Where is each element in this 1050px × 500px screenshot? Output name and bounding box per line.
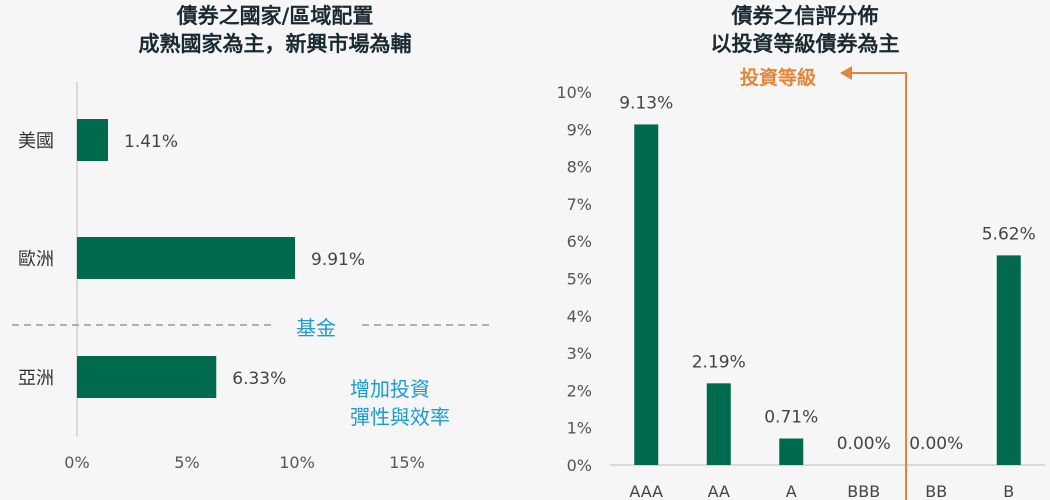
- x-tick-label: 10%: [279, 453, 315, 472]
- investment-grade-label: 投資等級: [740, 67, 817, 89]
- x-tick-label: A: [786, 482, 797, 500]
- category-label: 美國: [18, 131, 54, 152]
- category-label: 歐洲: [18, 249, 54, 270]
- bar-美國: [77, 119, 109, 161]
- left-chart-title: 債券之國家/區域配置 成熟國家為主，新興市場為輔: [30, 2, 520, 58]
- y-tick-label: 8%: [567, 158, 592, 177]
- bar-AA: [706, 383, 731, 465]
- bar-A: [779, 438, 804, 465]
- data-label: 6.33%: [232, 369, 286, 389]
- x-tick-label: 5%: [174, 453, 199, 472]
- data-label: 9.13%: [619, 93, 673, 113]
- data-label: 9.91%: [311, 250, 365, 270]
- data-label: 0.00%: [909, 434, 963, 454]
- right-chart-title-line2: 以投資等級債券為主: [710, 32, 900, 56]
- y-tick-label: 9%: [567, 120, 592, 139]
- data-label: 5.62%: [982, 224, 1036, 244]
- data-label: 0.71%: [764, 408, 818, 428]
- right-chart-title: 債券之信評分佈 以投資等級債券為主: [560, 2, 1050, 58]
- x-tick-label: AA: [708, 482, 730, 500]
- left-chart-title-line2: 成熟國家為主，新興市場為輔: [138, 32, 412, 56]
- x-tick-label: AAA: [629, 482, 663, 500]
- data-label: 2.19%: [692, 352, 746, 372]
- x-tick-label: B: [1003, 482, 1014, 500]
- x-tick-label: 15%: [389, 453, 425, 472]
- fund-label: 基金: [296, 316, 336, 340]
- y-tick-label: 7%: [567, 195, 592, 214]
- investment-grade-divider: [852, 72, 907, 500]
- right-chart-title-line1: 債券之信評分佈: [731, 4, 879, 28]
- y-tick-label: 10%: [556, 83, 592, 102]
- data-label: 1.41%: [124, 132, 178, 152]
- y-tick-label: 4%: [567, 307, 592, 326]
- x-tick-label: 0%: [64, 453, 89, 472]
- flexibility-line2: 彈性與效率: [350, 405, 450, 429]
- data-label: 0.00%: [837, 434, 891, 454]
- left-chart-title-line1: 債券之國家/區域配置: [176, 4, 374, 28]
- category-label: 亞洲: [18, 368, 54, 389]
- bar-AAA: [634, 124, 659, 466]
- arrow-left-icon: [840, 66, 852, 80]
- bar-歐洲: [77, 237, 296, 279]
- y-tick-label: 2%: [567, 381, 592, 400]
- y-tick-label: 1%: [567, 419, 592, 438]
- flexibility-line1: 增加投資: [350, 377, 430, 401]
- bar-B: [996, 255, 1021, 465]
- y-tick-label: 5%: [567, 270, 592, 289]
- bar-亞洲: [77, 356, 217, 398]
- y-tick-label: 3%: [567, 344, 592, 363]
- x-tick-label: BBB: [847, 482, 880, 500]
- y-tick-label: 6%: [567, 232, 592, 251]
- flexibility-annotation: 增加投資 彈性與效率: [350, 375, 450, 431]
- x-tick-label: BB: [925, 482, 947, 500]
- y-tick-label: 0%: [567, 456, 592, 475]
